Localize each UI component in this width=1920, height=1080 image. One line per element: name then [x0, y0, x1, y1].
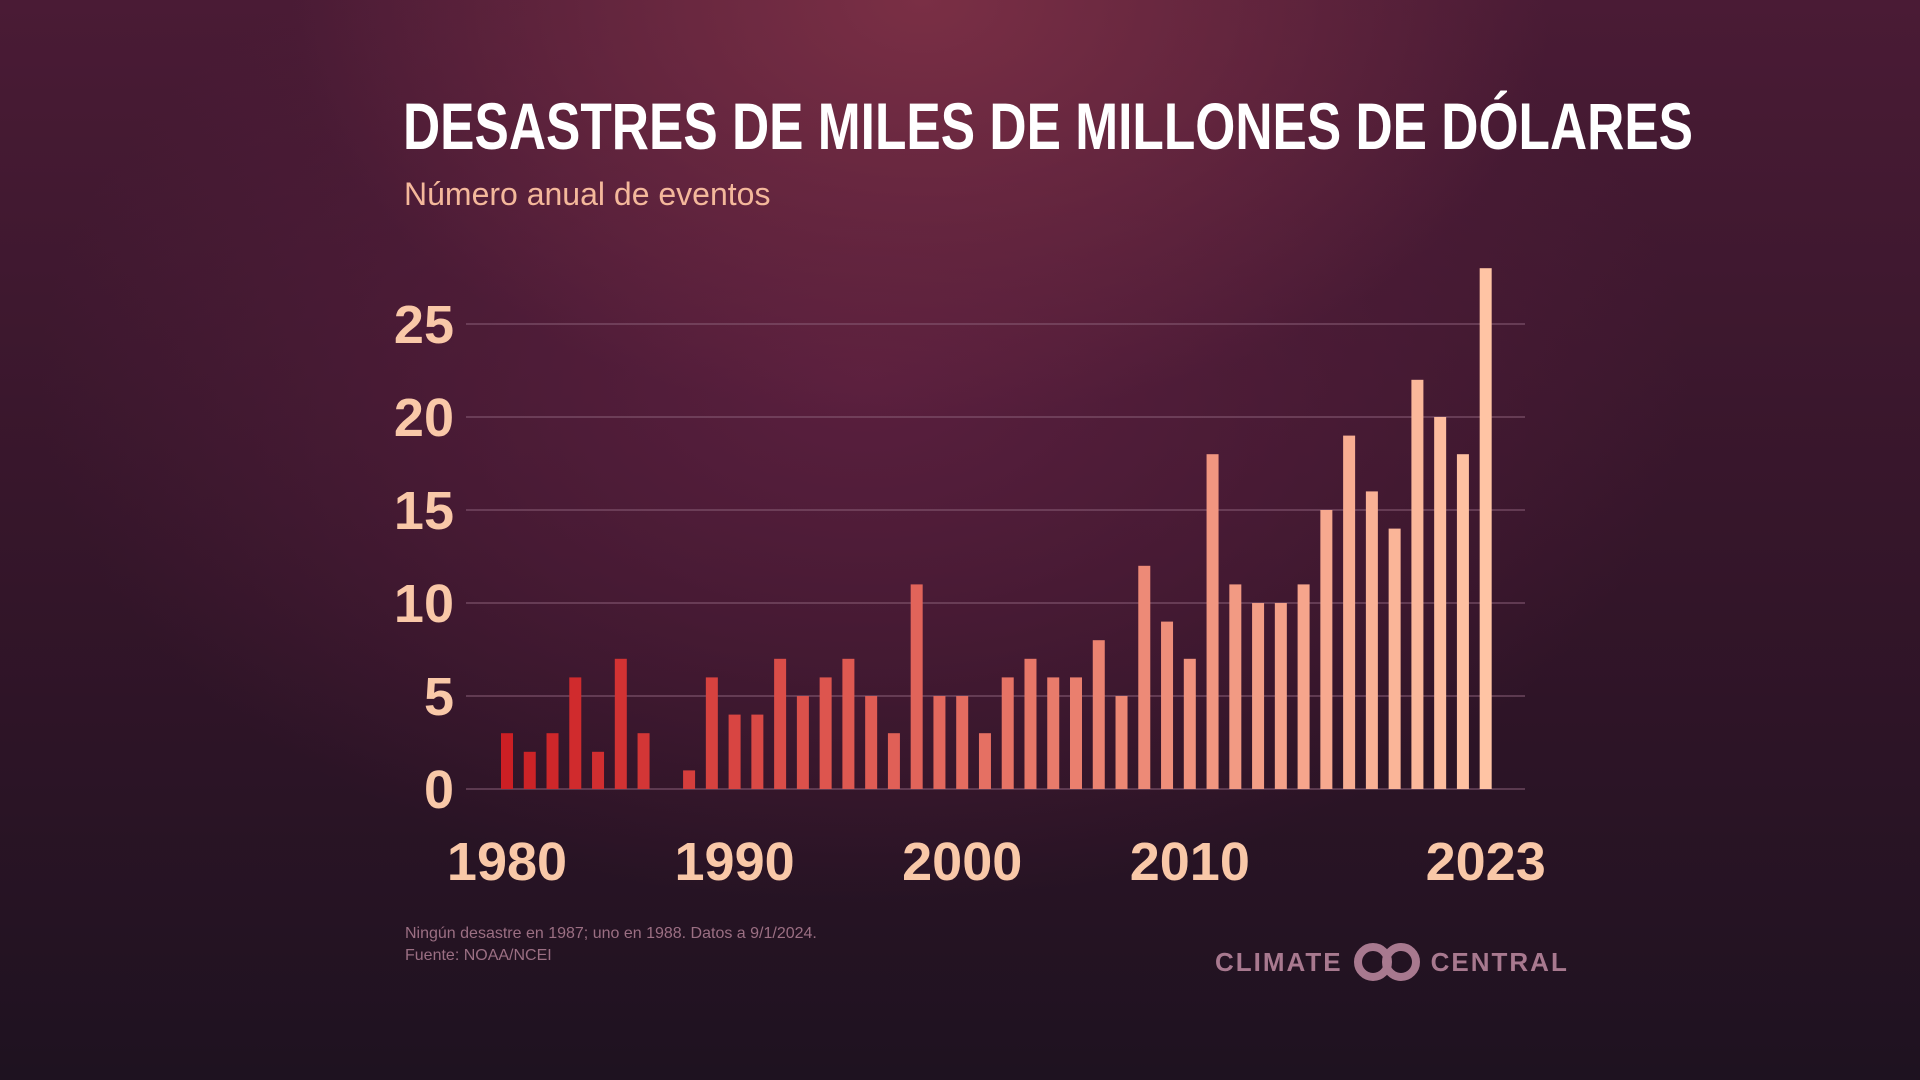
- y-tick-label: 25: [394, 295, 454, 355]
- bar-1989: [705, 677, 718, 789]
- x-tick-label: 1980: [447, 832, 567, 892]
- bar-1996: [865, 696, 878, 789]
- footnote-source: Fuente: NOAA/NCEI: [405, 947, 552, 964]
- bar-1992: [774, 658, 787, 789]
- bar-1985: [614, 658, 627, 789]
- bar-2014: [1274, 603, 1287, 789]
- bar-1988: [683, 770, 696, 789]
- y-tick-label: 5: [424, 667, 454, 727]
- footnote-data-note: Ningún desastre en 1987; uno en 1988. Da…: [405, 925, 817, 942]
- bar-2000: [956, 696, 969, 789]
- footnote: Ningún desastre en 1987; uno en 1988. Da…: [405, 923, 817, 967]
- bar-2020: [1411, 379, 1424, 789]
- bar-2013: [1252, 603, 1265, 789]
- bar-2015: [1297, 584, 1310, 789]
- logo-left-word: CLIMATE: [1215, 946, 1343, 977]
- y-tick-label: 20: [394, 388, 454, 448]
- bar-2021: [1434, 417, 1447, 789]
- bar-2001: [978, 733, 991, 789]
- bar-1990: [728, 714, 741, 789]
- x-tick-label: 2000: [902, 832, 1022, 892]
- bar-1994: [819, 677, 832, 789]
- logo-right-word: CENTRAL: [1430, 946, 1569, 977]
- chart-title: DESASTRES DE MILES DE MILLONES DE DÓLARE…: [403, 89, 1693, 163]
- bars: [501, 268, 1492, 789]
- bar-2022: [1456, 454, 1469, 789]
- bar-2009: [1161, 621, 1174, 789]
- bar-2007: [1115, 696, 1128, 789]
- bar-1998: [910, 584, 923, 789]
- bar-1982: [546, 733, 559, 789]
- bar-2011: [1206, 454, 1219, 789]
- y-tick-label: 15: [394, 481, 454, 541]
- climate-central-logo-icon: [1353, 943, 1420, 981]
- bar-1981: [523, 751, 536, 789]
- bar-2006: [1092, 640, 1105, 789]
- x-tick-label: 1990: [675, 832, 795, 892]
- bar-2023: [1479, 268, 1492, 789]
- bar-2017: [1343, 435, 1356, 789]
- bar-2019: [1388, 528, 1401, 789]
- climate-central-logo: CLIMATE CENTRAL: [1215, 940, 1569, 984]
- y-axis-ticks: 0 5 10 15 20 25: [394, 295, 454, 820]
- bar-1984: [592, 751, 605, 789]
- bar-1999: [933, 696, 946, 789]
- bar-1986: [637, 733, 650, 789]
- x-tick-label: 2010: [1130, 832, 1250, 892]
- bar-2005: [1070, 677, 1082, 789]
- bar-2018: [1365, 491, 1378, 789]
- y-tick-label: 10: [394, 574, 454, 634]
- x-tick-label: 2023: [1426, 832, 1546, 892]
- bar-2008: [1138, 565, 1151, 789]
- bar-2004: [1047, 677, 1060, 789]
- bar-2012: [1229, 584, 1242, 789]
- bar-1995: [842, 658, 855, 789]
- bar-1983: [569, 677, 582, 789]
- bar-1991: [751, 714, 764, 789]
- chart-subtitle: Número anual de eventos: [404, 176, 771, 212]
- bar-1993: [796, 696, 809, 789]
- bar-2016: [1320, 510, 1333, 789]
- bar-1980: [501, 733, 513, 789]
- bar-2003: [1024, 658, 1037, 789]
- x-axis-ticks: 1980 1990 2000 2010 2023: [447, 832, 1546, 892]
- bar-1997: [887, 733, 900, 789]
- bar-2002: [1001, 677, 1014, 789]
- bar-2010: [1183, 658, 1196, 789]
- y-tick-label: 0: [424, 760, 454, 820]
